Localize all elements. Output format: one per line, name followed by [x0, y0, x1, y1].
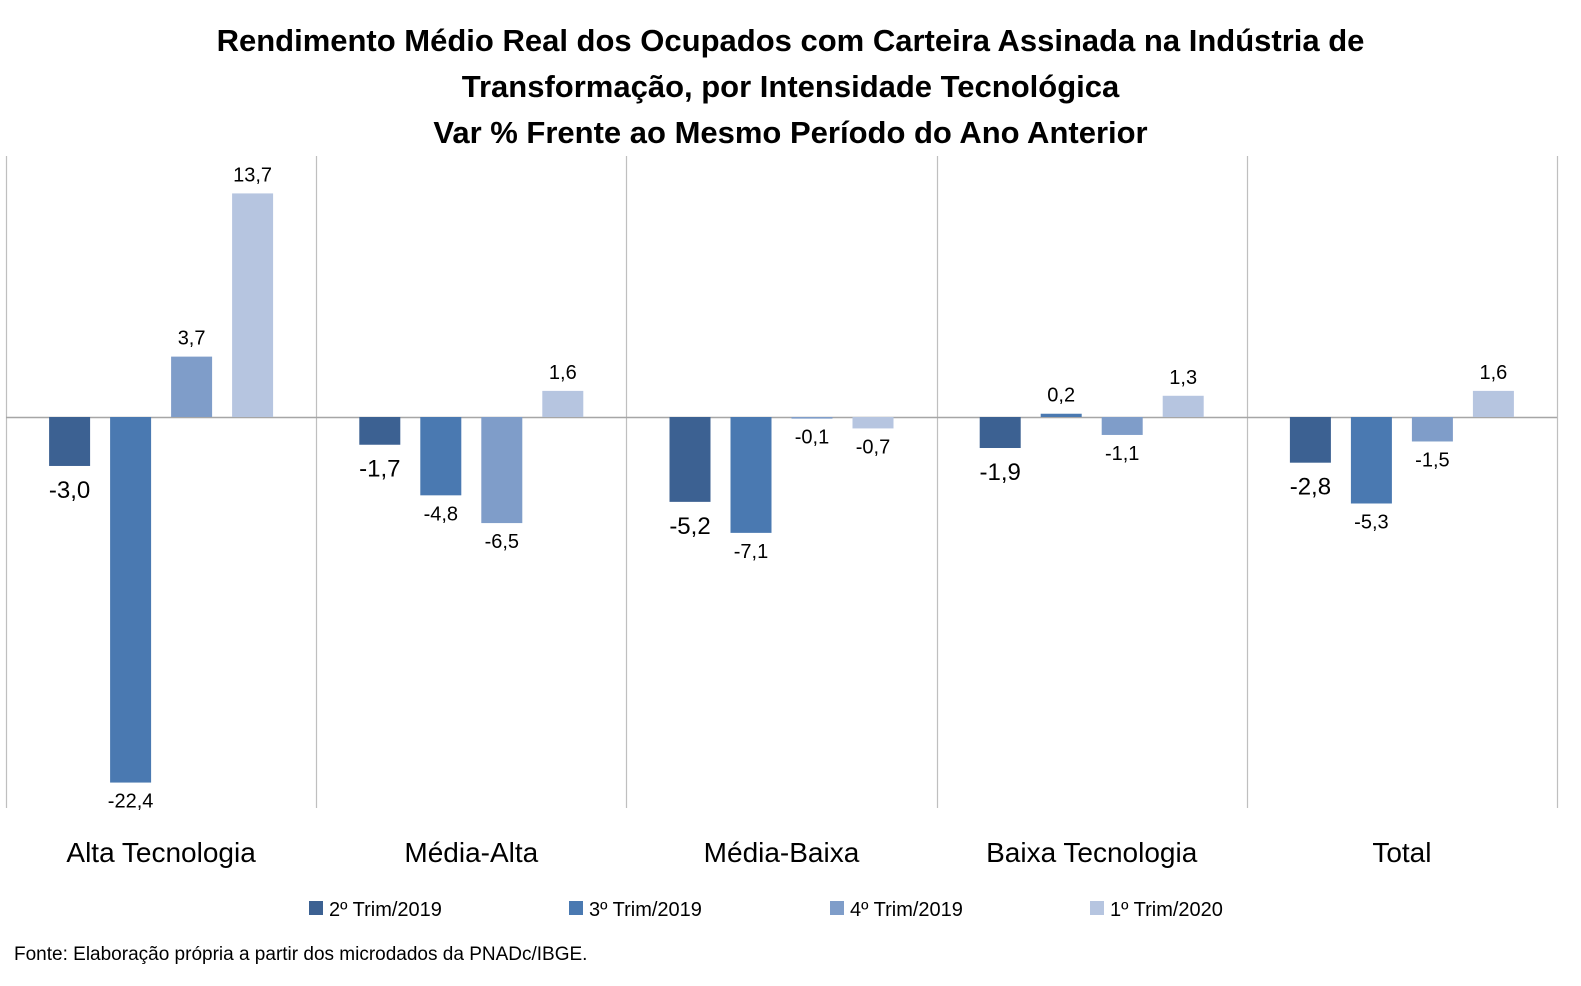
legend-label: 4º Trim/2019 — [850, 899, 963, 921]
legend-swatch — [309, 901, 323, 915]
bar-4-5 — [1472, 390, 1514, 417]
category-label: Média-Baixa — [704, 837, 860, 868]
data-label: -4,8 — [424, 503, 458, 525]
data-label: -5,2 — [669, 513, 710, 540]
bar-4-2 — [542, 390, 584, 417]
legend-swatch — [830, 901, 844, 915]
bar-2-2 — [420, 417, 462, 496]
chart-title-line-1: Rendimento Médio Real dos Ocupados com C… — [216, 23, 1365, 58]
data-label: -1,7 — [359, 456, 400, 483]
bar-1-1 — [49, 417, 91, 466]
data-label: 13,7 — [233, 164, 272, 186]
source-note: Fonte: Elaboração própria a partir dos m… — [14, 944, 588, 965]
category-label: Total — [1372, 837, 1431, 868]
legend-label: 2º Trim/2019 — [329, 899, 442, 921]
category-label: Média-Alta — [404, 837, 538, 868]
data-label: -5,3 — [1354, 511, 1388, 533]
chart-title: Rendimento Médio Real dos Ocupados com C… — [0, 18, 1581, 156]
bar-1-3 — [669, 417, 711, 502]
bar-3-5 — [1411, 417, 1453, 442]
bar-1-5 — [1289, 417, 1331, 463]
data-label: 3,7 — [178, 328, 206, 350]
data-label: 1,6 — [549, 362, 577, 384]
data-label: -1,9 — [980, 459, 1021, 486]
data-label: 0,2 — [1047, 385, 1075, 407]
category-label: Alta Tecnologia — [66, 837, 256, 868]
bar-2-5 — [1350, 417, 1392, 504]
data-label: -3,0 — [49, 477, 90, 504]
bar-2-1 — [110, 417, 152, 783]
bar-3-4 — [1101, 417, 1143, 435]
data-label: -6,5 — [485, 531, 519, 553]
chart-title-line-2: Transformação, por Intensidade Tecnológi… — [461, 69, 1120, 104]
legend-label: 1º Trim/2020 — [1110, 899, 1223, 921]
bar-3-3 — [791, 417, 833, 419]
legend-swatch — [569, 901, 583, 915]
bar-2-4 — [1040, 413, 1082, 417]
data-label: -0,7 — [856, 436, 890, 458]
data-label: -0,1 — [795, 427, 829, 449]
data-label: -7,1 — [734, 541, 768, 563]
data-label: -2,8 — [1290, 474, 1331, 501]
bar-2-3 — [730, 417, 772, 533]
bar-4-1 — [232, 193, 274, 417]
legend-swatch — [1090, 901, 1104, 915]
category-label: Baixa Tecnologia — [986, 837, 1198, 868]
bar-1-2 — [359, 417, 401, 445]
bar-3-2 — [481, 417, 523, 524]
data-label: 1,3 — [1169, 367, 1197, 389]
bar-1-4 — [979, 417, 1021, 449]
data-label: -22,4 — [108, 791, 154, 813]
legend-label: 3º Trim/2019 — [589, 899, 702, 921]
bar-4-3 — [852, 417, 894, 429]
data-label: -1,5 — [1415, 449, 1449, 471]
data-label: 1,6 — [1479, 362, 1507, 384]
bar-3-1 — [171, 356, 213, 417]
chart-title-line-3: Var % Frente ao Mesmo Período do Ano Ant… — [433, 115, 1148, 150]
bar-4-4 — [1162, 395, 1204, 417]
data-label: -1,1 — [1105, 443, 1139, 465]
